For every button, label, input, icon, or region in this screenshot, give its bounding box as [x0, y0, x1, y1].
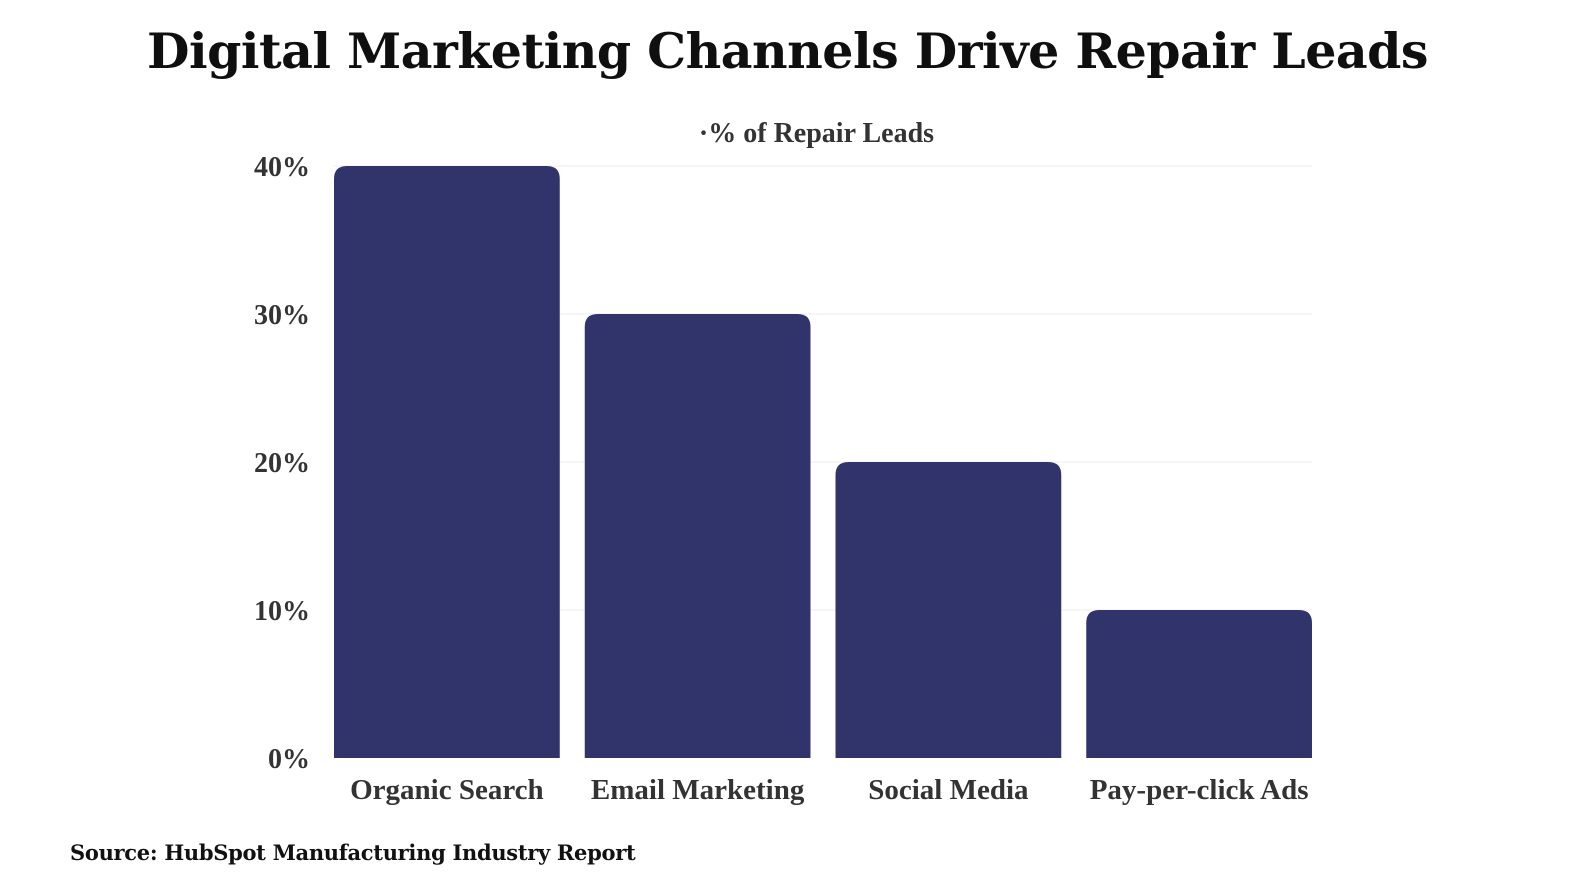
bar-pay-per-click-ads [1086, 610, 1312, 758]
x-axis-labels: Organic Search Email Marketing Social Medi… [350, 774, 1308, 806]
x-tick-label: Social Media [868, 774, 1029, 806]
bars [334, 166, 1312, 758]
bar-email-marketing [584, 314, 811, 758]
bar-social-media [835, 462, 1062, 758]
x-tick-label: Organic Search [350, 774, 544, 806]
x-tick-label: Pay-per-click Ads [1090, 774, 1309, 806]
x-tick-label: Email Marketing [591, 774, 805, 806]
chart-subtitle: ·% of Repair Leads [698, 118, 935, 149]
source-note: Source: HubSpot Manufacturing Industry R… [70, 840, 636, 865]
bar-organic-search [334, 166, 560, 758]
y-tick-label: 20% [254, 448, 310, 479]
y-tick-label: 10% [254, 596, 310, 627]
y-axis-ticks: 0% 10% 20% 30% 40% [254, 152, 310, 775]
y-tick-label: 0% [268, 744, 310, 775]
chart-title: Digital Marketing Channels Drive Repair … [147, 22, 1428, 80]
y-tick-label: 30% [254, 300, 310, 331]
y-tick-label: 40% [254, 152, 310, 183]
